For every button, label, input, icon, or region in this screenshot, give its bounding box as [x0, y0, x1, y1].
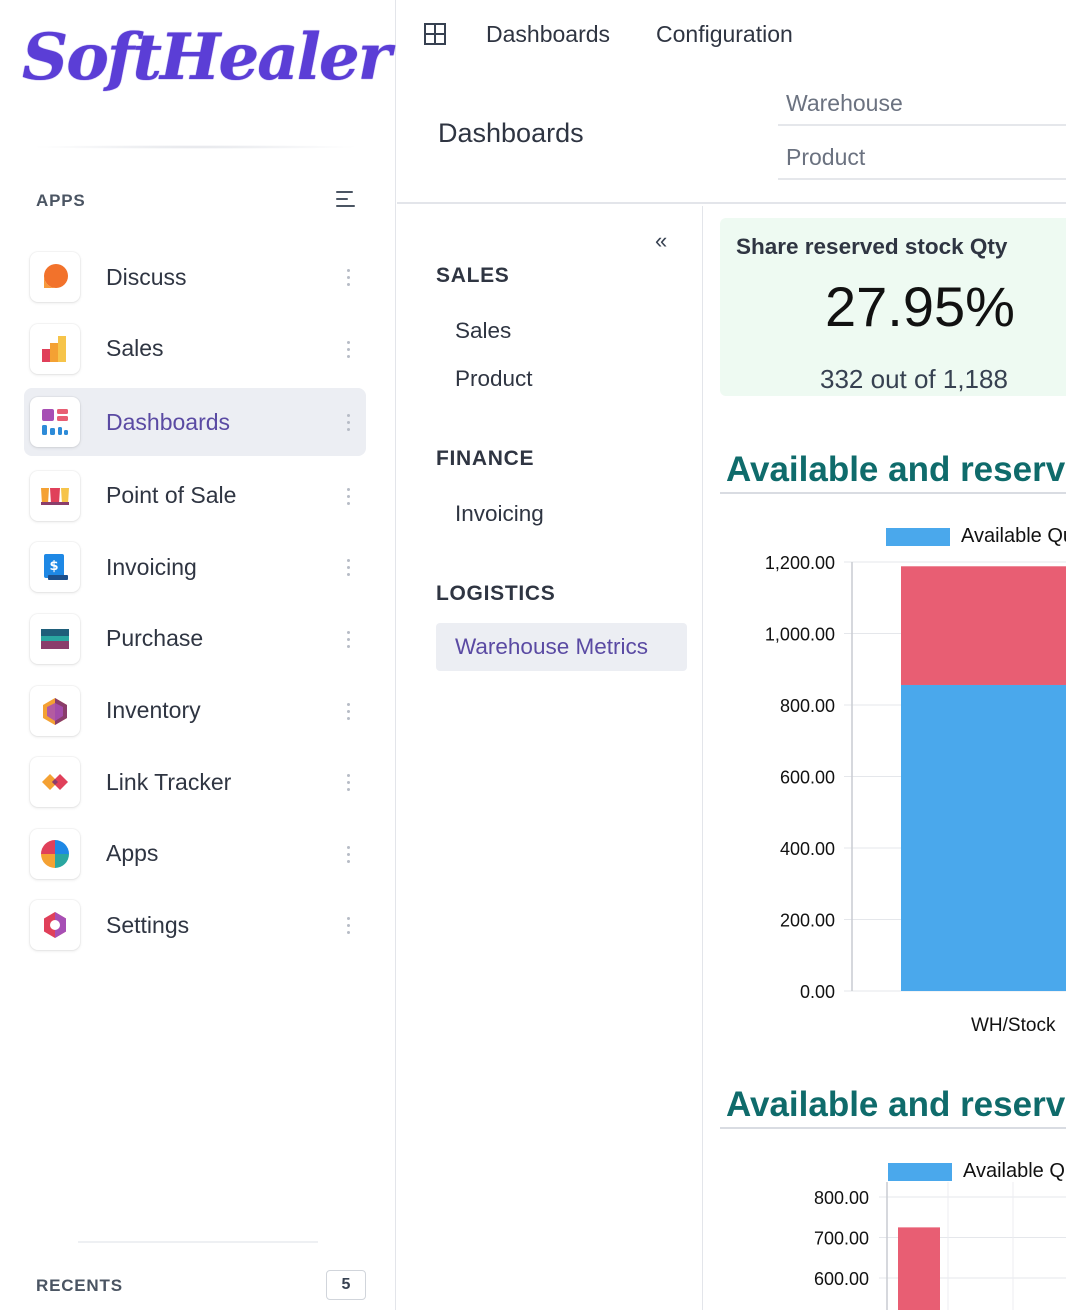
- discuss-icon: [30, 252, 80, 302]
- y-tick-label: 1,000.00: [765, 625, 835, 645]
- kpi-value: 27.95%: [825, 275, 1015, 338]
- menu-configuration[interactable]: Configuration: [656, 21, 793, 47]
- chart-2-legend-label[interactable]: Available Qu: [963, 1160, 1066, 1182]
- nav-link-label: Warehouse Metrics: [455, 634, 648, 659]
- chart-2-title: Available and reserv: [726, 1085, 1066, 1124]
- dashboards-icon: [30, 397, 80, 448]
- app-grid-icon[interactable]: [423, 22, 447, 46]
- bar-reserved-qty: [901, 566, 1066, 685]
- sidebar-item-label: Invoicing: [106, 553, 197, 580]
- more-options-icon[interactable]: [346, 629, 352, 649]
- sidebar-item-label: Dashboards: [106, 408, 231, 435]
- chart-1-legend-swatch[interactable]: [886, 528, 950, 546]
- sidebar-item-label: Point of Sale: [106, 482, 237, 509]
- app-list: Discuss Sales Dashboards Point of Sale: [24, 245, 366, 965]
- nav-category-sales: SALES: [436, 264, 510, 287]
- more-options-icon[interactable]: [346, 412, 352, 432]
- more-options-icon[interactable]: [346, 772, 352, 792]
- sidebar-item-discuss[interactable]: Discuss: [24, 245, 366, 309]
- nav-link-sales[interactable]: Sales: [455, 318, 512, 343]
- chart-2: 600.00 700.00 800.00: [814, 1182, 1066, 1310]
- more-options-icon[interactable]: [346, 701, 352, 721]
- sidebar-item-link-tracker[interactable]: Link Tracker: [24, 750, 366, 814]
- sidebar-item-settings[interactable]: Settings: [24, 893, 366, 957]
- softhealer-logo[interactable]: SoftHealer: [22, 20, 391, 95]
- sidebar-item-purchase[interactable]: Purchase: [24, 607, 366, 671]
- more-options-icon[interactable]: [346, 557, 352, 577]
- sales-icon: [30, 323, 80, 374]
- warehouse-filter-label: Warehouse: [786, 90, 903, 116]
- product-filter[interactable]: Product: [778, 140, 1066, 180]
- sidebar-item-label: Settings: [106, 911, 190, 938]
- nav-link-invoicing[interactable]: Invoicing: [455, 501, 544, 526]
- more-options-icon[interactable]: [346, 486, 352, 506]
- purchase-icon: [30, 613, 80, 664]
- y-tick-label: 1,200.00: [765, 553, 835, 573]
- sidebar-item-dashboards[interactable]: Dashboards: [24, 388, 366, 457]
- menu-dashboards[interactable]: Dashboards: [486, 21, 611, 47]
- y-tick-label: 400.00: [780, 839, 835, 859]
- y-tick-label: 800.00: [814, 1188, 869, 1208]
- sidebar-item-point-of-sale[interactable]: Point of Sale: [24, 464, 366, 528]
- kpi-subtitle: 332 out of 1,188: [820, 364, 1008, 394]
- y-tick-label: 600.00: [780, 768, 835, 788]
- sidebar-item-label: Link Tracker: [106, 768, 232, 795]
- invoicing-icon: $: [30, 542, 80, 593]
- chart-1: 0.00 200.00 400.00 600.00 800.00 1,000.00 1,20…: [765, 553, 1066, 1036]
- x-tick-label: WH/Stock: [971, 1015, 1056, 1036]
- sidebar-item-apps[interactable]: Apps: [24, 822, 366, 886]
- recents-heading: RECENTS: [36, 1276, 123, 1295]
- more-options-icon[interactable]: [346, 844, 352, 864]
- sidebar-item-label: Inventory: [106, 697, 201, 724]
- svg-text:$: $: [49, 559, 58, 574]
- dashboard-content: Share reserved stock Qty 27.95% 332 out …: [704, 206, 1066, 1310]
- more-options-icon[interactable]: [346, 267, 352, 287]
- settings-icon: [30, 900, 80, 951]
- kpi-card[interactable]: Share reserved stock Qty 27.95% 332 out …: [720, 218, 1066, 396]
- apps-heading: APPS: [36, 191, 86, 210]
- y-tick-label: 200.00: [780, 911, 835, 931]
- y-tick-label: 800.00: [780, 696, 835, 716]
- sidebar-item-inventory[interactable]: Inventory: [24, 679, 366, 743]
- product-filter-label: Product: [786, 144, 866, 170]
- sidebar-item-label: Sales: [106, 335, 164, 362]
- chart-1-divider: [720, 492, 1066, 494]
- menu-toggle-icon[interactable]: [336, 189, 356, 209]
- chart-2-divider: [720, 1127, 1066, 1129]
- chart-1-legend-label[interactable]: Available Qu: [961, 525, 1066, 547]
- nav-category-finance: FINANCE: [436, 447, 535, 470]
- sidebar-item-sales[interactable]: Sales: [24, 317, 366, 381]
- y-tick-label: 0.00: [800, 982, 835, 1002]
- sidebar: SoftHealer APPS Discuss Sales: [0, 0, 396, 1310]
- sidebar-item-invoicing[interactable]: $ Invoicing: [24, 535, 366, 599]
- bar-available-qty: [901, 684, 1066, 991]
- recents-count-badge[interactable]: 5: [326, 1270, 366, 1300]
- page-title: Dashboards: [438, 118, 584, 148]
- sidebar-item-label: Discuss: [106, 263, 187, 290]
- y-tick-label: 600.00: [814, 1269, 869, 1289]
- nav-link-warehouse-metrics[interactable]: Warehouse Metrics: [436, 623, 687, 671]
- bar-reserved-qty: [898, 1227, 940, 1310]
- logo-divider: [30, 145, 360, 149]
- top-bar: Dashboards Configuration Dashboards Ware…: [397, 0, 1066, 204]
- recents-divider: [78, 1241, 318, 1243]
- apps-icon: [30, 828, 80, 879]
- warehouse-filter[interactable]: Warehouse: [778, 86, 1066, 126]
- inventory-icon: [30, 685, 80, 736]
- chart-1-title: Available and reserv: [726, 450, 1066, 489]
- collapse-icon[interactable]: «: [655, 228, 668, 253]
- link-tracker-icon: [30, 757, 80, 808]
- more-options-icon[interactable]: [346, 915, 352, 935]
- point-of-sale-icon: [30, 470, 80, 521]
- sidebar-item-label: Apps: [106, 840, 159, 867]
- nav-category-logistics: LOGISTICS: [436, 582, 556, 605]
- sidebar-item-label: Purchase: [106, 625, 204, 652]
- kpi-title: Share reserved stock Qty: [736, 234, 1008, 259]
- chart-2-legend-swatch[interactable]: [888, 1163, 952, 1181]
- y-tick-label: 700.00: [814, 1229, 869, 1249]
- nav-link-product[interactable]: Product: [455, 366, 533, 391]
- dashboard-nav: « SALES Sales Product FINANCE Invoicing …: [397, 206, 703, 1310]
- more-options-icon[interactable]: [346, 339, 352, 359]
